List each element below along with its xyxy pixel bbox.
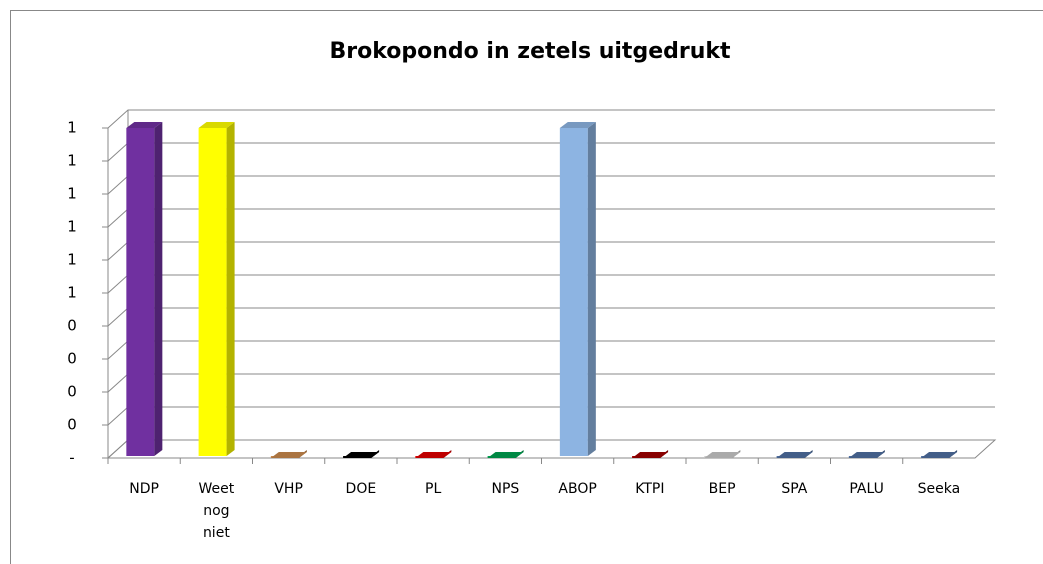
bar-top	[559, 122, 596, 128]
bar-top	[415, 452, 452, 458]
x-tick-label: DOE	[345, 481, 377, 497]
bar-top	[487, 452, 524, 458]
bar-front	[198, 128, 227, 456]
chart-border	[10, 10, 1043, 564]
y-tick-label: 1	[67, 185, 77, 203]
x-tick-label: VHP	[274, 481, 303, 497]
x-tick-label: Weet nog niet	[198, 481, 235, 541]
bar-top	[632, 452, 669, 458]
y-tick-label: 1	[67, 152, 77, 170]
bar-top	[270, 452, 307, 458]
grid-line	[107, 109, 995, 129]
y-tick-label: -	[69, 449, 74, 467]
x-tick-label: PL	[425, 481, 442, 497]
x-tick-label: BEP	[708, 481, 736, 497]
bar-top	[848, 452, 885, 458]
x-tick-label: Seeka	[917, 481, 961, 497]
bar-side	[226, 122, 235, 456]
bar-top	[704, 452, 741, 458]
y-tick-label: 0	[67, 383, 77, 401]
bar-front	[126, 128, 155, 456]
x-tick-label: ABOP	[558, 481, 597, 497]
bar-top	[921, 452, 958, 458]
y-tick-label: 1	[67, 251, 77, 269]
x-tick-label: NPS	[491, 481, 520, 497]
x-tick-label: NDP	[129, 481, 159, 497]
chart-title: Brokopondo in zetels uitgedrukt	[329, 39, 731, 64]
bar-top	[126, 122, 163, 128]
x-tick-label: KTPI	[635, 481, 665, 497]
y-tick-label: 1	[67, 218, 77, 236]
bar-side	[587, 122, 596, 456]
y-tick-label: 0	[67, 350, 77, 368]
bar-top	[343, 452, 380, 458]
bar-top	[198, 122, 235, 128]
y-tick-label: 0	[67, 416, 77, 434]
bar-side	[154, 122, 163, 456]
y-tick-label: 1	[67, 284, 77, 302]
y-tick-label: 0	[67, 317, 77, 335]
x-tick-label: PALU	[849, 481, 884, 497]
y-tick-label: 1	[67, 119, 77, 137]
bar-front	[559, 128, 588, 456]
x-tick-label: SPA	[781, 481, 808, 497]
bar-top	[776, 452, 813, 458]
